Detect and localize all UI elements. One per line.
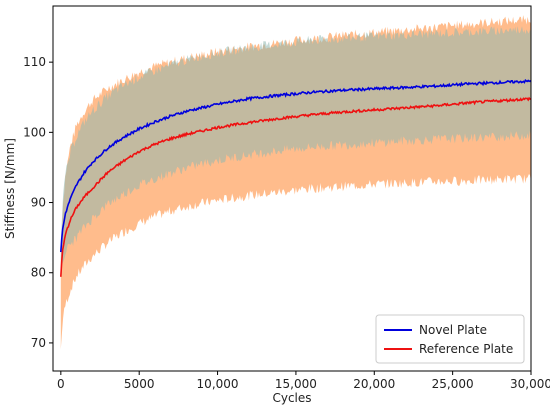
line-novel-plate xyxy=(60,78,532,253)
x-axis: 0 5000 10,000 15,000 20,000 25,000 30,000 xyxy=(57,371,550,391)
y-tick-label: 80 xyxy=(31,266,46,280)
x-tick-label: 10,000 xyxy=(197,377,239,391)
x-tick-label: 30,000 xyxy=(510,377,550,391)
x-axis-label: Cycles xyxy=(272,391,311,405)
legend-label: Novel Plate xyxy=(419,323,487,337)
line-reference-plate xyxy=(60,96,532,277)
legend: Novel Plate Reference Plate xyxy=(375,314,525,364)
y-axis: 70 80 90 100 110 xyxy=(23,55,53,350)
x-tick-label: 25,000 xyxy=(432,377,474,391)
y-tick-label: 70 xyxy=(31,336,46,350)
series-lines xyxy=(60,78,532,277)
plot-frame xyxy=(52,5,532,372)
legend-box xyxy=(375,314,525,364)
x-tick-label: 0 xyxy=(57,377,65,391)
y-axis-label: Stiffness [N/mm] xyxy=(3,138,17,239)
legend-label: Reference Plate xyxy=(419,342,513,356)
y-tick-label: 90 xyxy=(31,196,46,210)
x-tick-label: 20,000 xyxy=(353,377,395,391)
y-tick-label: 110 xyxy=(23,55,46,69)
x-tick-label: 15,000 xyxy=(275,377,317,391)
y-tick-label: 100 xyxy=(23,125,46,139)
confidence-bands xyxy=(60,15,532,350)
x-tick-label: 5000 xyxy=(124,377,155,391)
